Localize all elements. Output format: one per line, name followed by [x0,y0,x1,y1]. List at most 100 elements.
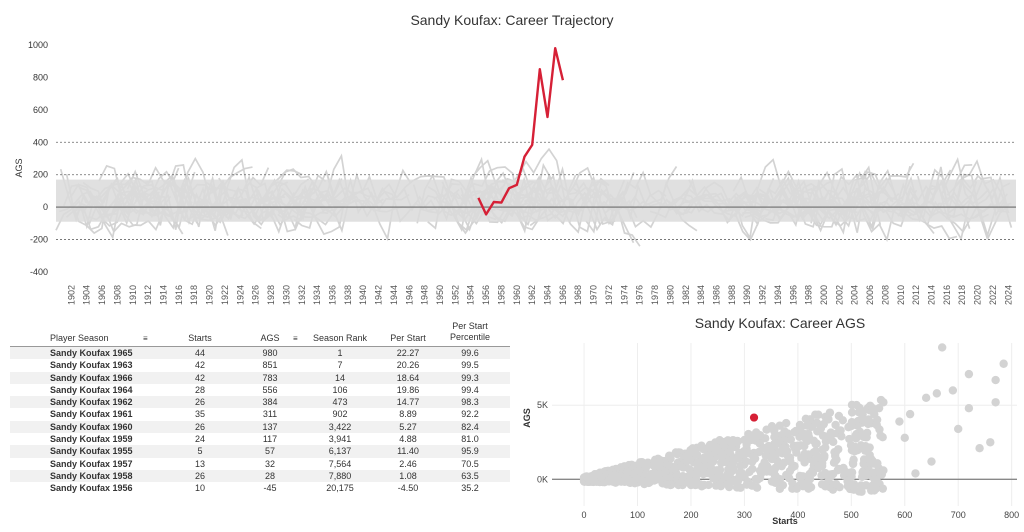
scatter-point [927,457,936,466]
scatter-point [820,451,829,460]
highlight-point [749,412,759,423]
x-tick-label: 500 [844,510,859,520]
scatter-point [801,414,811,423]
scatter-point [937,343,947,352]
scatter-point [821,482,830,491]
scatter-point [828,430,837,439]
scatter-point [688,444,697,453]
sort-descending-icon[interactable]: ≡ [143,334,148,343]
scatter-point [693,458,703,467]
scatter-point [683,478,693,487]
x-tick-label: 1950 [435,285,445,305]
scatter-point [864,415,873,424]
table-row[interactable]: Sandy Koufax 1962 26 384 473 14.77 98.3 [10,396,510,409]
x-tick-label: 800 [1004,510,1019,520]
header-player-season[interactable]: Player Season [50,333,109,343]
scatter-point [734,476,743,485]
table-row[interactable]: Sandy Koufax 1956 10 -45 20,175 -4.50 35.2 [10,482,510,494]
scatter-point [637,476,646,485]
scatter-point [824,414,833,424]
table-row[interactable]: Sandy Koufax 1959 24 117 3,941 4.88 81.0 [10,433,510,445]
table-cell: 19.86 [396,384,420,395]
x-tick-label: 1964 [543,285,553,305]
table-row[interactable]: Sandy Koufax 1963 42 851 7 20.26 99.5 [10,359,510,371]
y-tick-label: 0 [43,202,48,212]
x-tick-label: 1904 [82,285,92,305]
background-series-lines [55,147,1016,247]
x-tick-label: 100 [630,510,645,520]
scatter-point [895,417,904,426]
reference-lines [56,141,1016,240]
table-cell: Sandy Koufax 1957 [50,458,133,469]
scatter-point [814,410,823,419]
scatter-point [782,446,792,456]
dense-series-band [56,179,1016,222]
scatter-point [635,458,645,467]
x-tick-label: 1922 [220,285,230,305]
header-starts[interactable]: Starts [188,333,212,343]
table-cell: 3,941 [328,434,352,445]
table-row[interactable]: Sandy Koufax 1955 5 57 6,137 11.40 95.9 [10,445,510,458]
x-tick-label: 300 [737,510,752,520]
scatter-point [878,432,887,442]
scatter-point [753,475,762,485]
scatter-point [643,461,652,470]
table-row[interactable]: Sandy Koufax 1961 35 311 902 8.89 92.2 [10,408,510,420]
table-row[interactable]: Sandy Koufax 1957 13 32 7,564 2.46 70.5 [10,458,510,470]
x-tick-label: 2018 [957,285,967,305]
x-tick-label: 600 [897,510,912,520]
table-row[interactable]: Sandy Koufax 1966 42 783 14 18.64 99.3 [10,371,510,384]
scatter-point [761,451,770,460]
table-row[interactable]: Sandy Koufax 1964 28 556 106 19.86 99.4 [10,384,510,396]
scatter-point [677,477,686,487]
table-cell: 7,564 [328,458,352,469]
table-cell: 556 [262,384,278,395]
x-tick-label: 1924 [235,285,245,305]
header-season-rank[interactable]: Season Rank [312,333,368,343]
x-tick-label: 1968 [573,285,583,305]
header-percentile[interactable]: Per Start Percentile [449,321,491,342]
scatter-point [604,476,614,485]
scatter-point [858,443,867,452]
scatter-point [772,439,781,448]
y-tick-label: 5K [537,400,548,410]
header-ags[interactable]: AGS [260,333,280,343]
x-tick-label: 1932 [297,285,307,305]
scatter-point [921,393,931,403]
scatter-point [782,470,791,480]
x-tick-label: 2008 [880,285,890,305]
table-cell: 26 [194,397,205,408]
table-row[interactable]: Sandy Koufax 1958 26 28 7,880 1.08 63.5 [10,469,510,483]
table-cell: 81.0 [461,434,479,445]
scatter-chart: Sandy Koufax: Career AGS AGS Starts 0 100… [522,315,1019,526]
scatter-point [664,451,674,461]
table-cell: Sandy Koufax 1962 [50,397,133,408]
table-row[interactable]: Sandy Koufax 1960 26 137 3,422 5.27 82.4 [10,420,510,434]
table-row[interactable]: Sandy Koufax 1965 44 980 1 22.27 99.6 [10,347,510,360]
x-tick-label: 2016 [942,285,952,305]
scatter-point [905,409,915,419]
scatter-point [662,480,671,489]
table-cell: Sandy Koufax 1959 [50,434,133,445]
scatter-point [847,421,856,431]
trajectory-y-label: AGS [14,158,24,177]
table-cell: Sandy Koufax 1965 [50,348,133,358]
scatter-point [831,420,840,430]
table-cell: Sandy Koufax 1963 [50,360,133,371]
background-series-line [733,158,805,241]
scatter-point [879,398,888,407]
table-cell: 851 [262,360,278,371]
x-tick-label: 1986 [711,285,721,305]
player-season-table: Player Season ≡ Starts AGS ≡ Season Rank… [10,321,510,495]
scatter-point [770,432,779,442]
scatter-point [803,421,812,430]
scatter-point [740,448,749,457]
table-cell: 384 [262,397,278,408]
table-cell: 137 [262,421,278,432]
scatter-point [759,443,768,453]
table-cell: 3,422 [328,421,352,432]
x-tick-label: 1976 [635,285,645,305]
header-per-start[interactable]: Per Start [390,333,426,343]
sort-descending-icon[interactable]: ≡ [293,334,298,343]
scatter-point [704,469,714,478]
